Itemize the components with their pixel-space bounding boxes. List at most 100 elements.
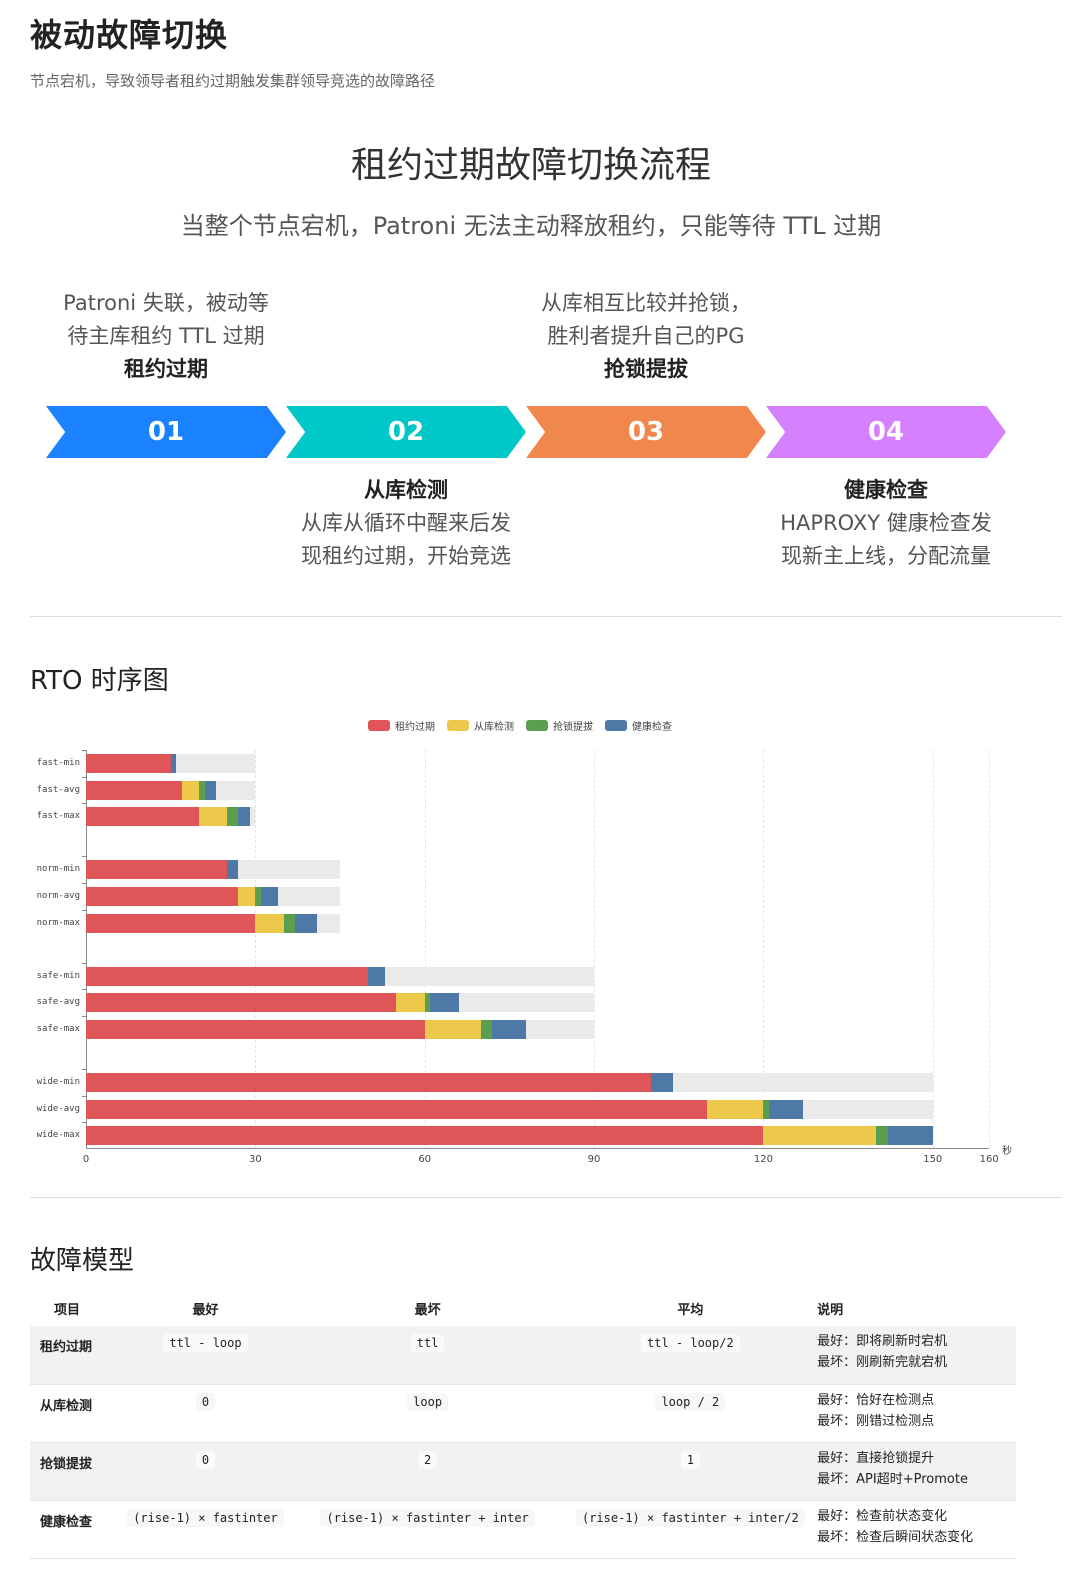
- bar-segment[interactable]: [294, 913, 318, 933]
- y-tick: [82, 1122, 87, 1124]
- legend-swatch-red: [368, 720, 390, 731]
- bar-segment[interactable]: [227, 807, 239, 827]
- bar-segment[interactable]: [86, 807, 199, 827]
- cell-item: 从库检测: [30, 1384, 120, 1443]
- step-4-arrow: 04: [766, 406, 1006, 458]
- legend-swatch-yellow: [447, 720, 469, 731]
- step-3-number: 03: [627, 417, 665, 447]
- step-3-desc-line2: 胜利者提升自己的PG: [547, 324, 745, 348]
- bar-segment[interactable]: [198, 780, 205, 800]
- y-category-label: norm-min: [36, 864, 80, 875]
- legend-item-lease-expire[interactable]: 租约过期: [368, 718, 435, 733]
- bar-segment[interactable]: [706, 1099, 764, 1119]
- legend-item-health-check[interactable]: 健康检查: [605, 718, 672, 733]
- bar-segment[interactable]: [396, 993, 425, 1013]
- step-2-number: 02: [387, 417, 425, 447]
- legend-label: 租约过期: [395, 722, 435, 733]
- model-heading: 故障模型: [30, 1246, 135, 1276]
- bar-segment[interactable]: [763, 1126, 877, 1146]
- step-4-number: 04: [867, 417, 905, 447]
- step-1-desc-line2: 待主库租约 TTL 过期: [67, 324, 265, 348]
- y-category-label: norm-max: [36, 917, 80, 928]
- legend-label: 健康检查: [632, 722, 672, 733]
- bar-segment[interactable]: [283, 913, 295, 933]
- y-tick: [82, 1068, 87, 1070]
- cell-desc-best: 最好：恰好在检测点: [817, 1392, 935, 1408]
- chart-legend: 租约过期 从库检测 抢锁提拔 健康检查: [368, 718, 672, 733]
- cell-avg: (rise-1) × fastinter + inter/2: [575, 1508, 805, 1527]
- cell-best: (rise-1) × fastinter: [127, 1508, 284, 1527]
- step-3-name: 抢锁提拔: [604, 357, 688, 381]
- bar-segment[interactable]: [204, 780, 216, 800]
- bar-segment[interactable]: [255, 913, 284, 933]
- bar-segment[interactable]: [170, 754, 177, 773]
- cell-desc-worst: 最坏：刚错过检测点: [817, 1413, 935, 1429]
- bar-segment[interactable]: [769, 1099, 803, 1119]
- cell-desc-best: 最好：检查前状态变化: [817, 1508, 948, 1524]
- rto-chart: 租约过期 从库检测 抢锁提拔 健康检查 0 30 60 90 120 150 160 秒 f…: [0, 710, 1062, 1180]
- bar-segment[interactable]: [86, 1072, 651, 1092]
- y-tick: [82, 803, 87, 805]
- x-tick-label: 30: [248, 1154, 262, 1165]
- table-row: 健康检查 (rise-1) × fastinter (rise-1) × fas…: [30, 1500, 1016, 1559]
- bar-segment[interactable]: [86, 913, 256, 933]
- bar-segment[interactable]: [492, 1019, 527, 1039]
- col-header-avg: 平均: [677, 1302, 704, 1318]
- bar-segment[interactable]: [255, 886, 261, 906]
- cell-best: ttl - loop: [163, 1334, 248, 1352]
- step-4-name: 健康检查: [844, 478, 928, 502]
- y-category-label: safe-min: [36, 970, 80, 981]
- y-category-label: safe-avg: [36, 997, 80, 1008]
- cell-item: 租约过期: [30, 1326, 120, 1385]
- bar-segment[interactable]: [227, 860, 239, 880]
- legend-item-lock-promote[interactable]: 抢锁提拔: [526, 718, 593, 733]
- bar-segment[interactable]: [86, 886, 239, 906]
- y-tick: [82, 750, 87, 751]
- bar-segment[interactable]: [198, 807, 228, 827]
- bar-segment[interactable]: [86, 993, 397, 1013]
- bar-segment[interactable]: [86, 1126, 764, 1146]
- bar-segment[interactable]: [238, 807, 250, 827]
- bar-segment[interactable]: [86, 1019, 425, 1039]
- bar-segment[interactable]: [86, 1099, 707, 1119]
- bar-segment[interactable]: [876, 1126, 888, 1146]
- bar-segment[interactable]: [86, 754, 171, 773]
- bar-segment[interactable]: [430, 993, 459, 1013]
- x-tick-label: 160: [979, 1154, 999, 1165]
- cell-avg: loop / 2: [655, 1392, 726, 1411]
- step-1-desc-line1: Patroni 失联，被动等: [63, 291, 269, 315]
- bar-segment[interactable]: [887, 1126, 933, 1146]
- bar-segment[interactable]: [650, 1072, 674, 1092]
- bar-segment[interactable]: [424, 1019, 482, 1039]
- bar-segment[interactable]: [86, 780, 182, 800]
- step-3-desc-line1: 从库相互比较并抢锁，: [541, 291, 751, 315]
- bar-segment[interactable]: [763, 1099, 770, 1119]
- step-4-text: 健康检查 HAPROXY 健康检查发 现新主上线，分配流量: [766, 474, 1006, 573]
- step-2-name: 从库检测: [364, 478, 448, 502]
- bar-segment[interactable]: [368, 966, 386, 986]
- bar-segment[interactable]: [424, 993, 431, 1013]
- bar-segment[interactable]: [86, 860, 228, 880]
- bar-segment[interactable]: [238, 886, 256, 906]
- gridline: [932, 750, 934, 1148]
- section-divider: [30, 1197, 1062, 1198]
- cell-worst: ttl: [410, 1334, 445, 1352]
- bar-segment[interactable]: [260, 886, 278, 906]
- col-header-best: 最好: [192, 1302, 219, 1318]
- legend-swatch-green: [526, 720, 548, 731]
- bar-segment[interactable]: [86, 966, 369, 986]
- gridline: [424, 750, 426, 1148]
- x-tick-label: 0: [82, 1154, 90, 1165]
- col-header-desc: 说明: [817, 1302, 844, 1318]
- step-2-desc-line2: 现租约过期，开始竞选: [301, 544, 511, 568]
- step-1-arrow: 01: [46, 406, 286, 458]
- cell-item: 抢锁提拔: [30, 1442, 120, 1501]
- legend-item-replica-detect[interactable]: 从库检测: [447, 718, 514, 733]
- flow-subtitle: 当整个节点宕机，Patroni 无法主动释放租约，只能等待 TTL 过期: [180, 212, 882, 240]
- bar-segment[interactable]: [481, 1019, 493, 1039]
- table-row: 从库检测 0 loop loop / 2 最好：恰好在检测点 最坏：刚错过检测点: [30, 1384, 1016, 1443]
- y-tick: [82, 1015, 87, 1017]
- y-tick: [82, 962, 87, 964]
- bar-segment[interactable]: [181, 780, 199, 800]
- cell-desc-best: 最好：即将刷新时宕机: [817, 1334, 948, 1349]
